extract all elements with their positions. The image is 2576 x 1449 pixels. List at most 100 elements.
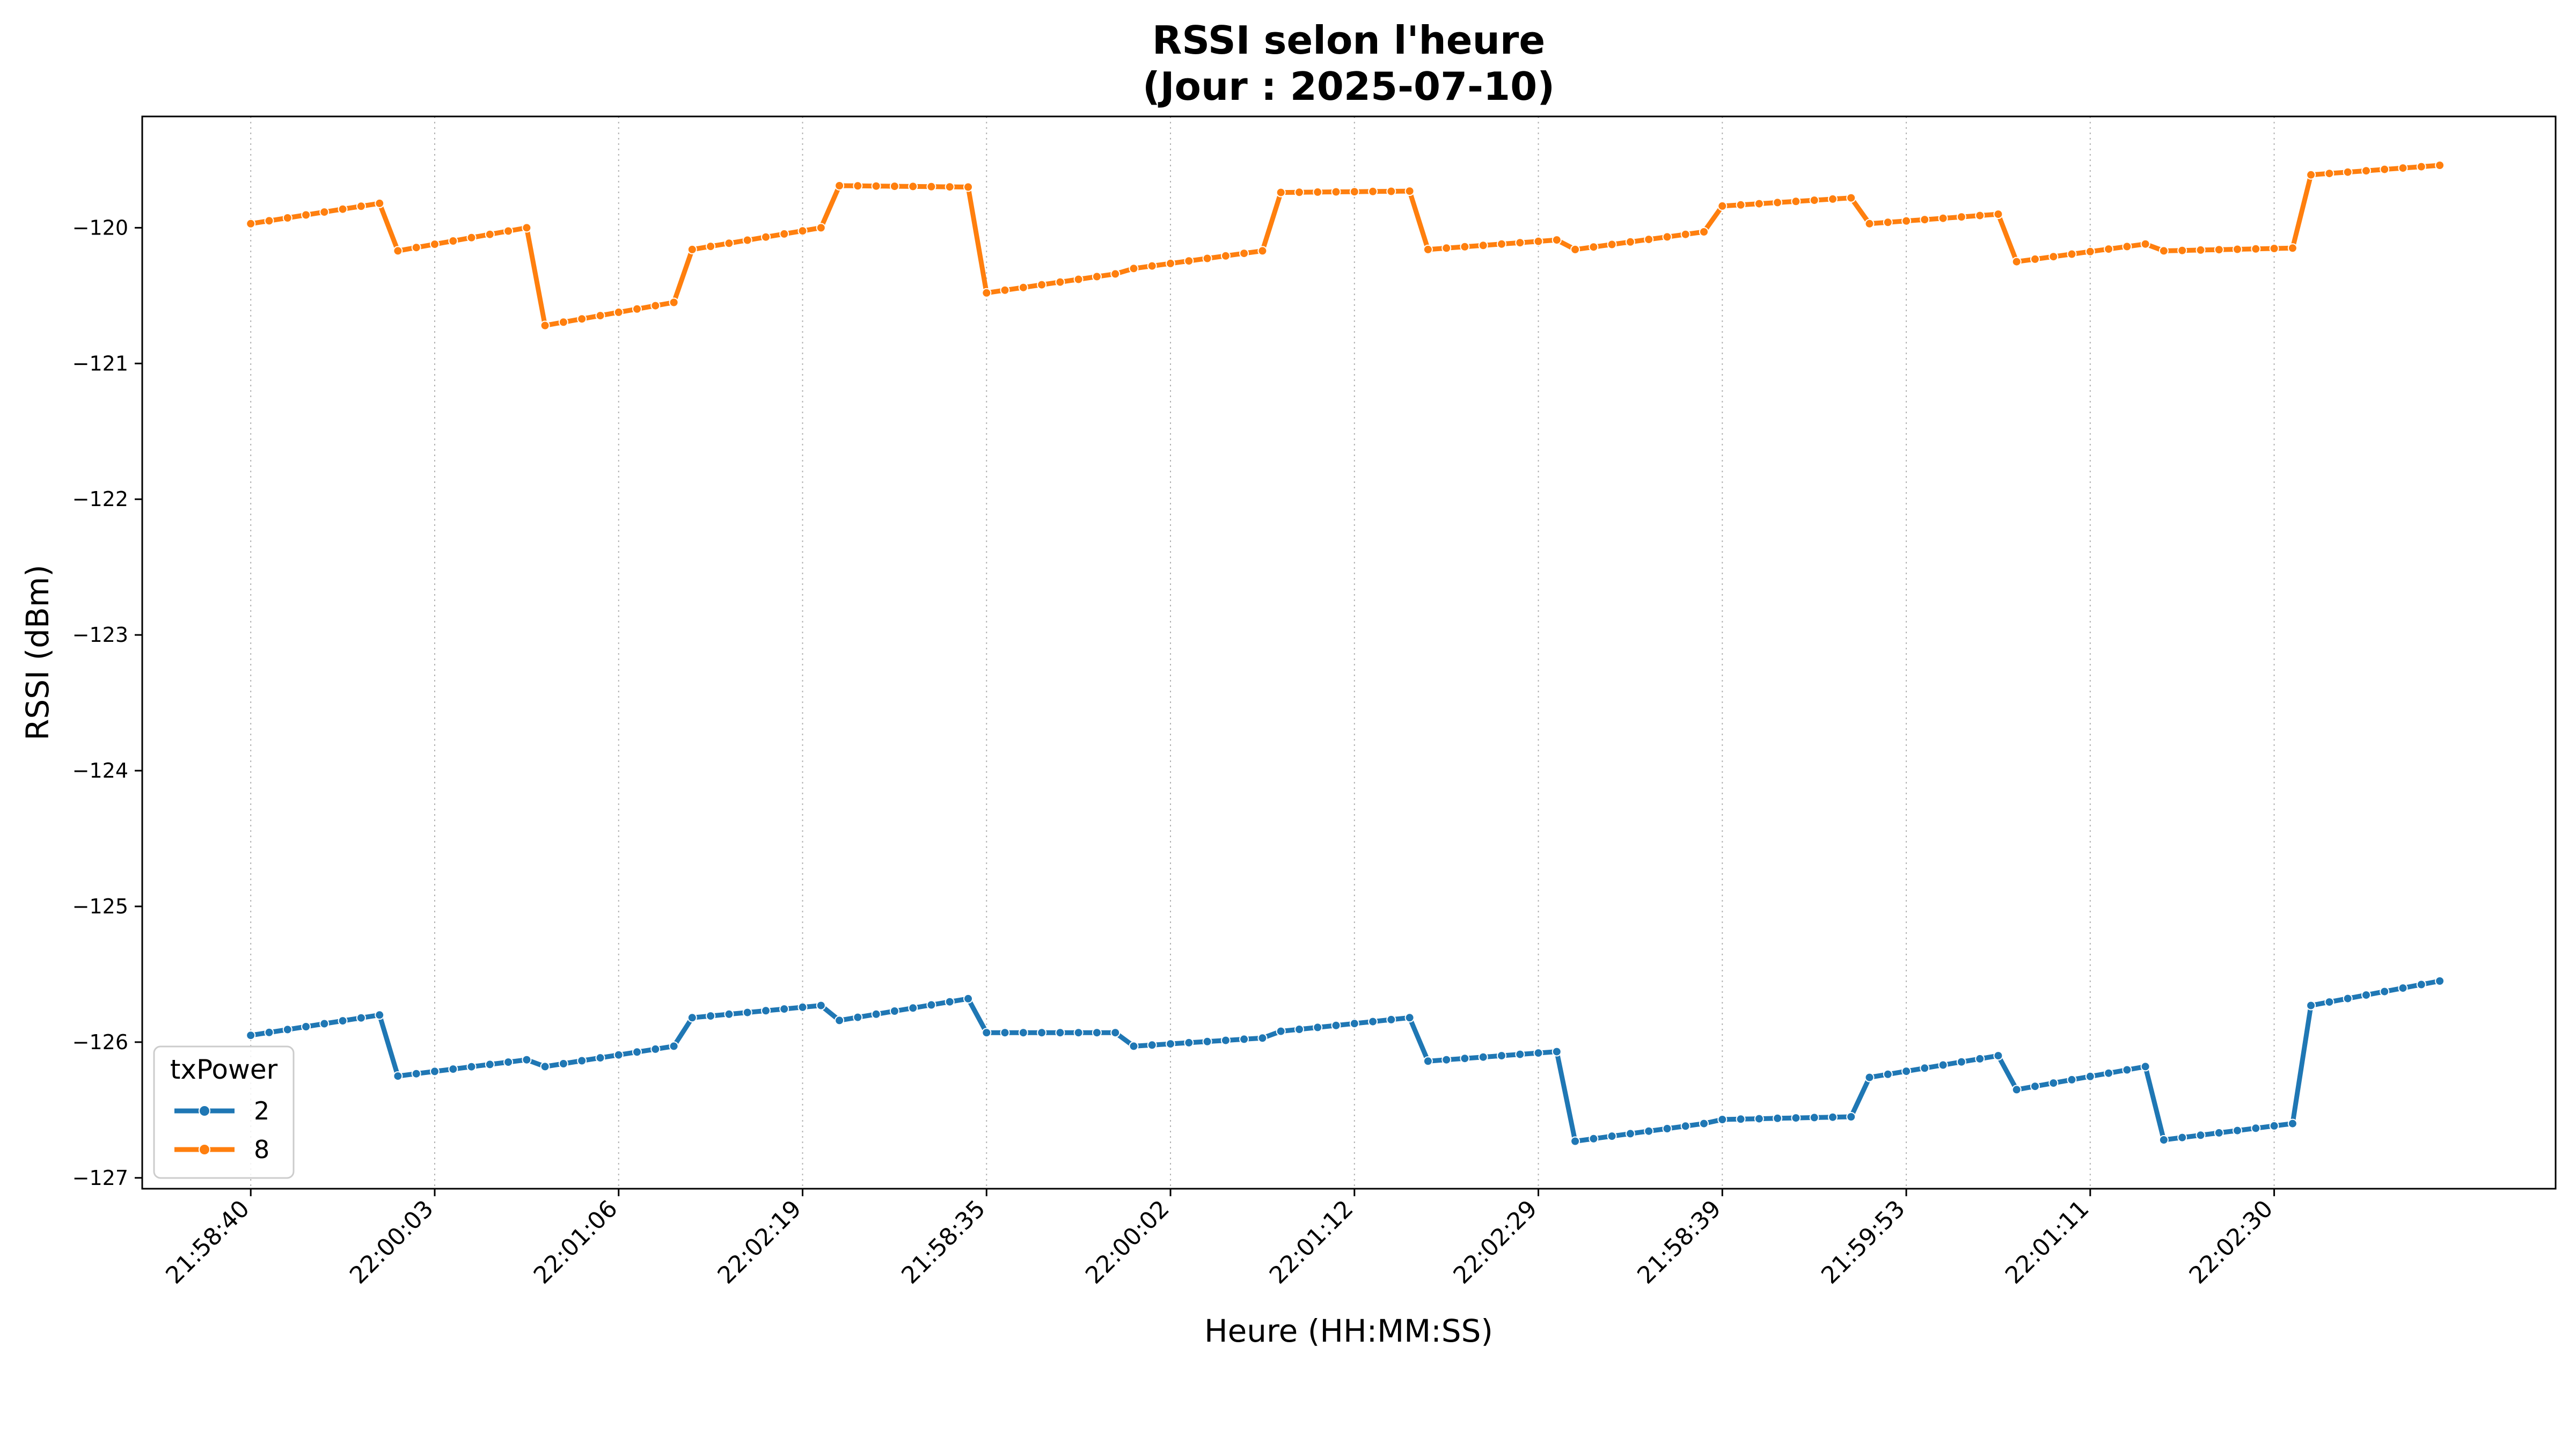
data-point-8 [1239, 248, 1249, 259]
data-point-2 [485, 1059, 495, 1070]
data-point-8 [558, 317, 568, 327]
data-point-2 [1000, 1028, 1010, 1038]
data-point-2 [835, 1015, 845, 1026]
chart-title: RSSI selon l'heure [1152, 18, 1545, 63]
data-point-2 [926, 1000, 936, 1010]
data-point-2 [2011, 1085, 2022, 1095]
y-tick-label: −122 [72, 487, 128, 511]
data-point-2 [2140, 1062, 2150, 1072]
data-point-2 [1331, 1020, 1341, 1030]
data-point-8 [1736, 200, 1746, 210]
data-point-2 [1055, 1028, 1065, 1038]
data-point-2 [595, 1053, 605, 1063]
data-point-2 [1386, 1014, 1396, 1024]
data-point-2 [779, 1004, 789, 1014]
data-point-2 [1644, 1126, 1654, 1136]
data-point-2 [1589, 1133, 1599, 1144]
data-point-2 [1975, 1053, 1985, 1064]
data-point-2 [1607, 1131, 1617, 1141]
data-point-8 [1497, 239, 1506, 249]
data-point-2 [1184, 1037, 1194, 1048]
data-point-8 [650, 301, 661, 311]
data-point-8 [1460, 241, 1470, 252]
data-point-2 [1754, 1114, 1764, 1124]
data-point-8 [1956, 212, 1966, 222]
data-point-8 [871, 181, 881, 191]
data-point-2 [2196, 1130, 2206, 1140]
data-point-8 [963, 182, 973, 192]
data-point-8 [945, 182, 955, 192]
data-point-2 [1441, 1055, 1452, 1065]
data-point-8 [2177, 245, 2187, 255]
data-point-8 [1368, 186, 1378, 196]
data-point-2 [375, 1010, 385, 1020]
data-point-2 [1883, 1069, 1893, 1079]
y-axis-label: RSSI (dBm) [19, 565, 56, 741]
data-point-2 [1901, 1066, 1912, 1077]
data-point-2 [1699, 1118, 1709, 1129]
data-point-8 [1000, 285, 1010, 295]
data-point-8 [1552, 235, 1562, 245]
data-point-8 [1018, 282, 1028, 292]
data-point-8 [1864, 218, 1875, 229]
data-point-2 [706, 1011, 716, 1021]
data-point-8 [1184, 256, 1194, 266]
data-point-8 [393, 246, 403, 256]
data-point-8 [1423, 244, 1433, 254]
data-point-8 [1717, 201, 1728, 211]
data-point-8 [1331, 187, 1341, 197]
plot-series [246, 160, 2445, 1146]
data-point-2 [908, 1003, 918, 1013]
data-point-8 [2196, 245, 2206, 255]
data-point-2 [448, 1064, 458, 1074]
data-point-2 [982, 1028, 992, 1038]
data-point-8 [1662, 232, 1672, 242]
data-point-8 [2398, 163, 2408, 173]
data-point-8 [1607, 239, 1617, 250]
data-point-2 [1680, 1121, 1690, 1131]
data-point-8 [1294, 187, 1304, 197]
data-point-2 [1828, 1112, 1838, 1122]
data-point-8 [2306, 170, 2316, 180]
data-point-8 [448, 236, 458, 246]
data-point-8 [2435, 160, 2445, 170]
data-point-2 [1773, 1113, 1783, 1123]
data-point-8 [2140, 239, 2150, 249]
data-point-8 [1883, 217, 1893, 228]
data-point-8 [724, 238, 734, 248]
data-point-2 [2122, 1065, 2132, 1075]
data-point-2 [687, 1013, 697, 1023]
data-point-8 [1478, 240, 1488, 251]
data-point-8 [1901, 216, 1912, 226]
data-point-2 [816, 1000, 826, 1011]
data-point-8 [1589, 242, 1599, 252]
legend: txPower 2 8 [153, 1045, 295, 1179]
legend-marker-8 [199, 1144, 210, 1155]
data-point-2 [2324, 997, 2334, 1007]
data-point-2 [1460, 1053, 1470, 1064]
data-point-2 [1220, 1035, 1231, 1045]
data-point-2 [2306, 1000, 2316, 1011]
data-point-8 [2343, 167, 2353, 177]
data-point-2 [650, 1044, 661, 1054]
data-point-8 [430, 239, 440, 250]
data-point-8 [1055, 277, 1065, 287]
data-point-2 [2287, 1118, 2297, 1129]
data-point-2 [356, 1013, 366, 1023]
data-point-2 [1092, 1028, 1102, 1038]
data-point-8 [2251, 244, 2261, 254]
data-point-2 [282, 1024, 292, 1035]
data-point-2 [2085, 1071, 2095, 1081]
data-point-2 [613, 1050, 624, 1060]
data-point-2 [2343, 993, 2353, 1004]
data-point-2 [2177, 1132, 2187, 1143]
data-point-8 [338, 204, 348, 214]
data-point-8 [1754, 199, 1764, 209]
data-point-2 [540, 1062, 550, 1072]
data-point-8 [2122, 241, 2132, 252]
data-point-2 [871, 1009, 881, 1019]
data-point-2 [2380, 986, 2390, 997]
data-point-8 [2287, 243, 2297, 253]
data-point-2 [761, 1006, 771, 1016]
